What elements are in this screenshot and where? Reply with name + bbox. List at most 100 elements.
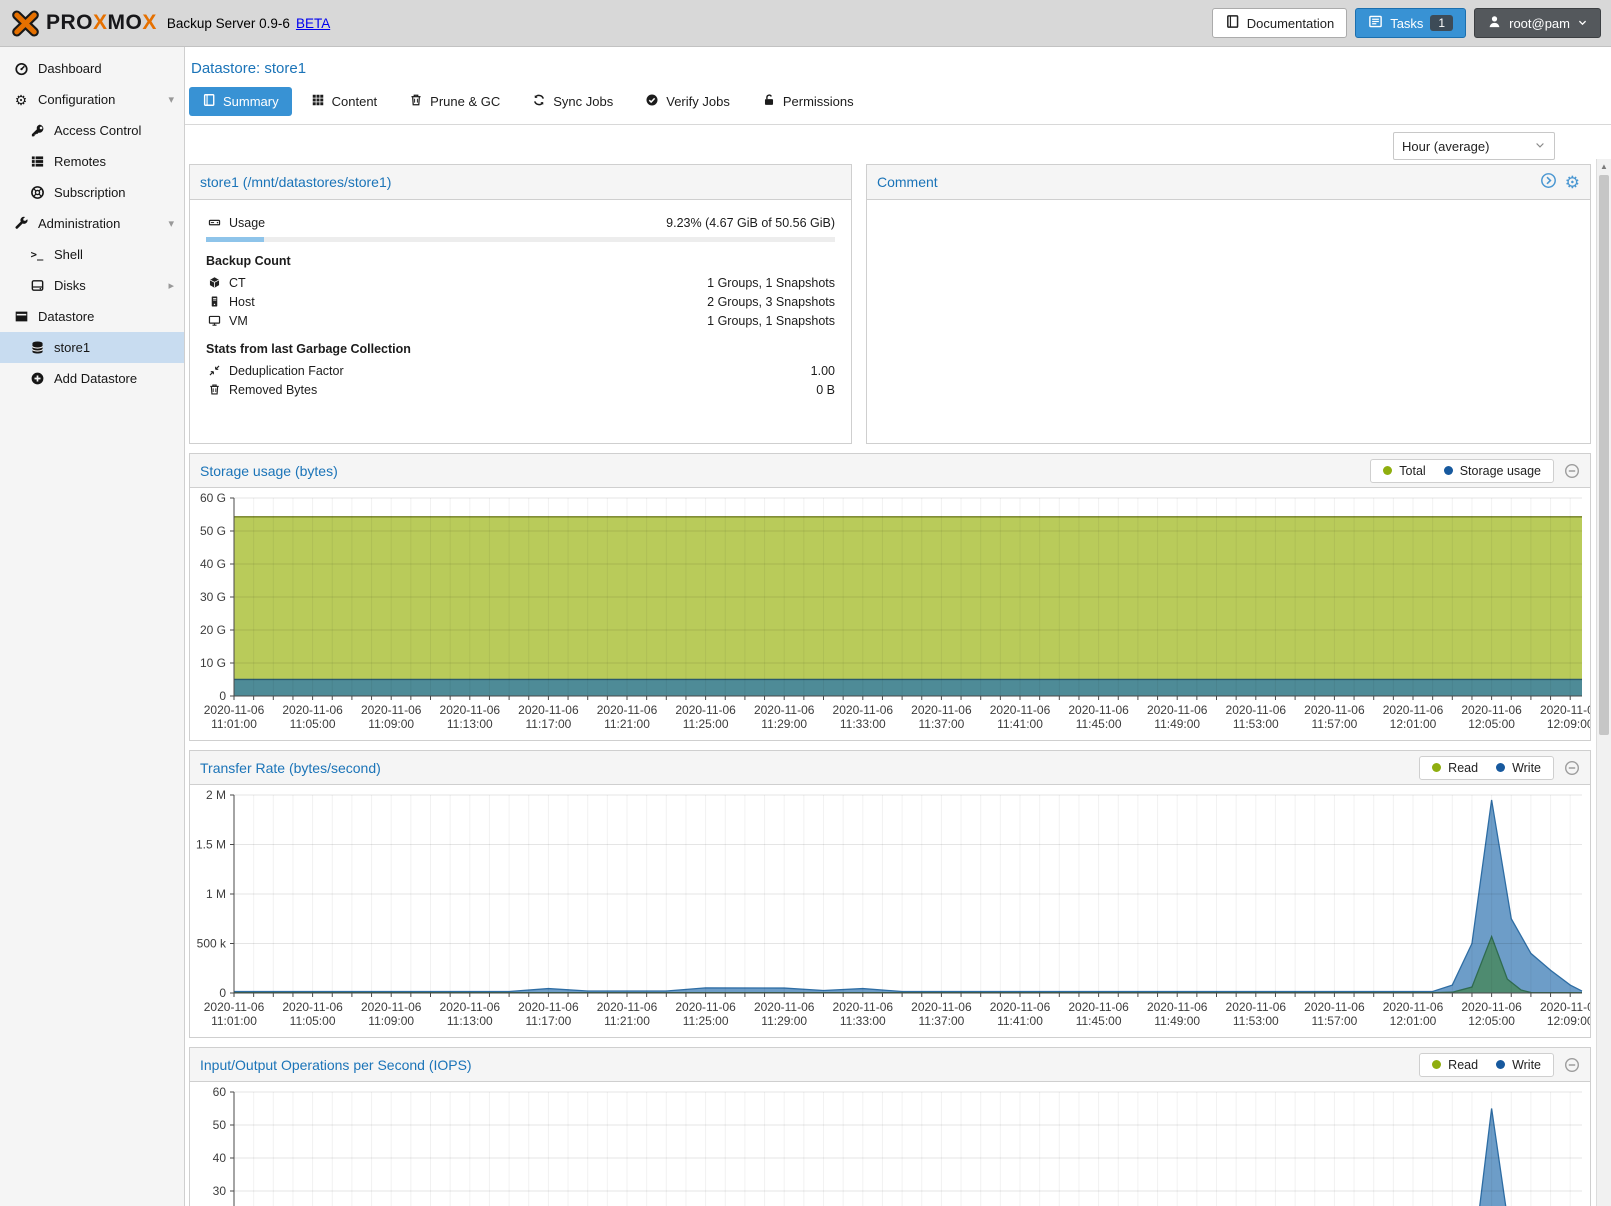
- legend-label: Read: [1448, 760, 1479, 775]
- sidebar-item-store1[interactable]: store1: [0, 332, 184, 363]
- tab-label: Permissions: [782, 94, 854, 109]
- svg-text:11:05:00: 11:05:00: [290, 1014, 336, 1028]
- user-menu-button[interactable]: root@pam: [1474, 8, 1601, 38]
- sidebar-item-shell[interactable]: >_ Shell: [0, 239, 184, 270]
- trash-icon: [409, 93, 423, 110]
- svg-text:2020-11-06: 2020-11-06: [1226, 1000, 1287, 1014]
- tasks-button[interactable]: Tasks 1: [1355, 8, 1467, 38]
- proxmox-logo: PROXMOX: [12, 9, 157, 37]
- sidebar-item-add-datastore[interactable]: Add Datastore: [0, 363, 184, 394]
- wrench-icon: [12, 216, 30, 231]
- tab-label: Verify Jobs: [666, 94, 730, 109]
- tab-verify-jobs[interactable]: Verify Jobs: [632, 87, 743, 116]
- beta-link[interactable]: BETA: [295, 15, 331, 31]
- svg-text:40 G: 40 G: [200, 557, 226, 571]
- svg-text:10 G: 10 G: [200, 656, 226, 670]
- svg-text:11:53:00: 11:53:00: [1233, 717, 1279, 731]
- svg-text:11:57:00: 11:57:00: [1311, 1014, 1357, 1028]
- svg-text:2020-11-06: 2020-11-06: [833, 703, 894, 717]
- stat-row-removed-bytes: Removed Bytes 0 B: [206, 380, 835, 399]
- svg-text:11:49:00: 11:49:00: [1154, 717, 1200, 731]
- legend-item-storage-usage[interactable]: Storage usage: [1443, 463, 1541, 478]
- svg-text:11:41:00: 11:41:00: [997, 1014, 1043, 1028]
- svg-text:11:01:00: 11:01:00: [211, 717, 257, 731]
- svg-text:2020-11-06: 2020-11-06: [990, 1000, 1051, 1014]
- legend-item-total[interactable]: Total: [1383, 463, 1426, 478]
- stat-value: 2 Groups, 3 Snapshots: [707, 294, 835, 309]
- transfer-chart-title: Transfer Rate (bytes/second): [200, 759, 381, 776]
- gear-icon[interactable]: ⚙: [1564, 172, 1580, 192]
- sidebar-item-dashboard[interactable]: Dashboard: [0, 53, 184, 84]
- iops-chart-title: Input/Output Operations per Second (IOPS…: [200, 1056, 472, 1073]
- chevron-down-icon[interactable]: ▾: [168, 94, 174, 106]
- sidebar-item-disks[interactable]: Disks ▸: [0, 270, 184, 301]
- sidebar-item-subscription[interactable]: Subscription: [0, 177, 184, 208]
- svg-text:2020-11-06: 2020-11-06: [204, 703, 265, 717]
- check-circle-icon: [645, 93, 659, 110]
- tab-sync-jobs[interactable]: Sync Jobs: [519, 87, 626, 116]
- sidebar-item-label: Disks: [54, 278, 86, 293]
- svg-text:12:05:00: 12:05:00: [1468, 717, 1515, 731]
- legend-label: Write: [1512, 1057, 1541, 1072]
- collapse-panel-button[interactable]: [1564, 463, 1580, 479]
- legend-item-write[interactable]: Write: [1496, 761, 1541, 775]
- tab-permissions[interactable]: Permissions: [749, 87, 867, 116]
- stat-row-vm: VM 1 Groups, 1 Snapshots: [206, 311, 835, 330]
- documentation-button[interactable]: Documentation: [1211, 8, 1348, 38]
- chevron-right-icon[interactable]: ▸: [168, 280, 174, 292]
- chevron-down-icon[interactable]: ▾: [168, 218, 174, 230]
- svg-text:2020-11-06: 2020-11-06: [597, 1000, 658, 1014]
- stat-value: 0 B: [816, 382, 835, 397]
- backup-count-heading: Backup Count: [206, 254, 291, 268]
- sidebar-item-access-control[interactable]: Access Control: [0, 115, 184, 146]
- legend-item-read[interactable]: Read: [1432, 1058, 1478, 1072]
- vertical-scrollbar[interactable]: ▲: [1596, 159, 1611, 1206]
- svg-text:2020-11-06: 2020-11-06: [990, 703, 1051, 717]
- svg-text:11:37:00: 11:37:00: [918, 1014, 964, 1028]
- comment-body[interactable]: [867, 200, 1590, 444]
- legend-item-write[interactable]: Write: [1496, 1058, 1541, 1072]
- sidebar-item-administration[interactable]: Administration ▾: [0, 208, 184, 239]
- collapse-panel-button[interactable]: [1564, 1057, 1580, 1073]
- svg-text:2020-11-06: 2020-11-06: [518, 703, 579, 717]
- svg-text:2020-11-06: 2020-11-06: [1461, 1000, 1522, 1014]
- sidebar-item-label: Datastore: [38, 309, 95, 324]
- tab-summary[interactable]: Summary: [189, 87, 292, 116]
- svg-text:2020-11-06: 2020-11-06: [911, 1000, 972, 1014]
- sidebar-item-datastore[interactable]: Datastore: [0, 301, 184, 332]
- time-range-select[interactable]: Hour (average): [1393, 132, 1555, 160]
- host-icon: [206, 295, 222, 308]
- book-icon: [202, 93, 216, 110]
- tab-label: Sync Jobs: [553, 94, 614, 109]
- svg-text:12:09:00: 12:09:00: [1547, 1014, 1590, 1028]
- svg-text:11:29:00: 11:29:00: [761, 1014, 807, 1028]
- proxmox-x-icon: [12, 9, 39, 37]
- svg-text:500 k: 500 k: [197, 937, 227, 951]
- legend-item-read[interactable]: Read: [1432, 761, 1478, 775]
- sidebar-item-label: Remotes: [54, 154, 107, 169]
- sidebar: Dashboard ⚙ Configuration ▾ Access Control Re…: [0, 47, 185, 1206]
- svg-text:12:01:00: 12:01:00: [1390, 1014, 1437, 1028]
- scrollbar-thumb[interactable]: [1599, 175, 1609, 735]
- expand-comment-button[interactable]: [1540, 172, 1557, 192]
- svg-text:2020-11-06: 2020-11-06: [1068, 703, 1129, 717]
- remotes-icon: [28, 154, 46, 169]
- sidebar-item-remotes[interactable]: Remotes: [0, 146, 184, 177]
- stat-label: Host: [229, 294, 255, 309]
- legend-label: Storage usage: [1459, 463, 1541, 478]
- datastore-status-panel: store1 (/mnt/datastores/store1) Usage 9.…: [189, 164, 852, 444]
- svg-text:2020-11-06: 2020-11-06: [1383, 1000, 1444, 1014]
- legend-dot: [1496, 763, 1506, 772]
- collapse-panel-button[interactable]: [1564, 760, 1580, 776]
- sidebar-item-label: Access Control: [54, 123, 142, 138]
- unlock-icon: [762, 93, 776, 110]
- tab-prune-gc[interactable]: Prune & GC: [396, 87, 513, 116]
- tab-content[interactable]: Content: [298, 87, 391, 116]
- sidebar-item-label: Add Datastore: [54, 371, 138, 386]
- iops-chart-legend: Read Write: [1419, 1052, 1554, 1077]
- legend-label: Total: [1399, 463, 1426, 478]
- svg-text:11:25:00: 11:25:00: [683, 1014, 729, 1028]
- scroll-up-arrow[interactable]: ▲: [1600, 162, 1608, 171]
- sidebar-item-configuration[interactable]: ⚙ Configuration ▾: [0, 84, 184, 115]
